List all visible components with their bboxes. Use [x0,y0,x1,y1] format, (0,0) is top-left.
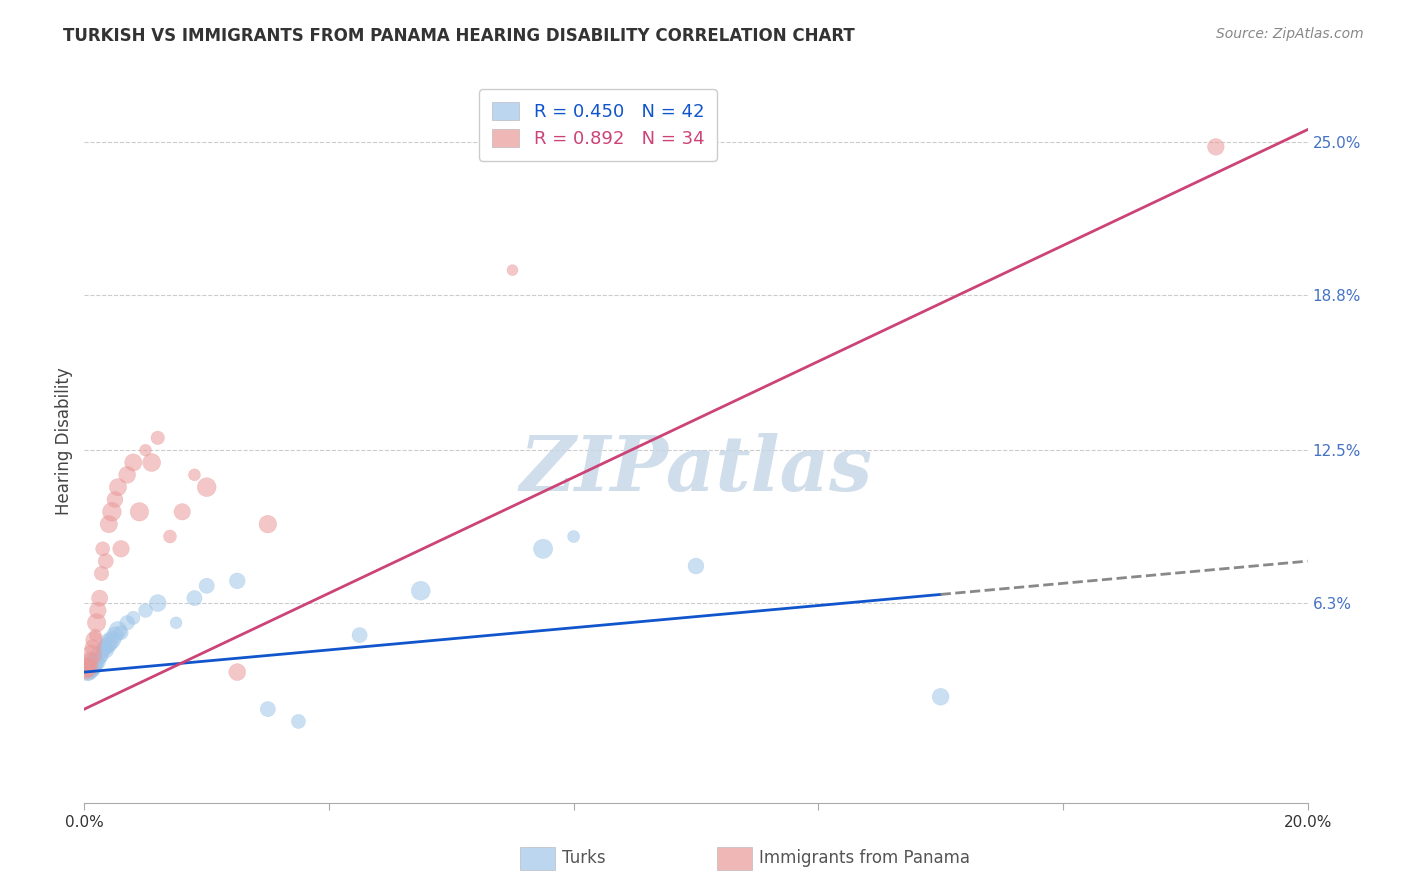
Text: Source: ZipAtlas.com: Source: ZipAtlas.com [1216,27,1364,41]
Point [172,505,194,519]
Point [89,648,111,662]
Point [128,505,150,519]
Point [146,431,169,445]
Point [146,596,169,610]
Point [257,517,280,532]
Point [77,665,100,679]
Point [685,559,707,574]
Point [101,505,124,519]
Point [84,628,107,642]
Point [183,467,205,482]
Legend: R = 0.450   N = 42, R = 0.892   N = 34: R = 0.450 N = 42, R = 0.892 N = 34 [479,89,717,161]
Point [82,657,104,672]
Point [122,611,145,625]
Point [80,648,103,662]
Point [87,603,110,617]
Point [409,583,432,598]
Point [79,663,101,677]
Point [104,492,127,507]
Point [79,657,101,672]
Point [94,643,117,657]
Point [79,653,101,667]
Text: Turks: Turks [562,849,606,867]
Text: TURKISH VS IMMIGRANTS FROM PANAMA HEARING DISABILITY CORRELATION CHART: TURKISH VS IMMIGRANTS FROM PANAMA HEARIN… [63,27,855,45]
Point [80,655,103,669]
Point [502,263,524,277]
Point [110,625,132,640]
Point [80,660,103,674]
Point [77,660,100,674]
Point [76,663,98,677]
Point [135,443,157,458]
Text: ZIPatlas: ZIPatlas [519,434,873,508]
Text: Immigrants from Panama: Immigrants from Panama [759,849,970,867]
Point [97,635,120,649]
Point [97,517,120,532]
Point [90,566,112,581]
Point [929,690,952,704]
Point [1205,140,1227,154]
Point [531,541,554,556]
Point [83,655,105,669]
Point [226,665,249,679]
Point [115,615,138,630]
Point [76,665,98,679]
Point [122,455,145,469]
Point [91,541,114,556]
Point [107,480,129,494]
Point [83,660,105,674]
Point [94,554,117,568]
Point [97,638,120,652]
Point [77,660,100,674]
Point [90,650,112,665]
Point [87,655,110,669]
Point [77,657,100,672]
Point [135,603,157,617]
Point [226,574,249,588]
Point [91,645,114,659]
Point [110,541,132,556]
Point [159,529,181,543]
Point [115,467,138,482]
Point [183,591,205,606]
Point [141,455,163,469]
Point [82,663,104,677]
Point [93,640,115,655]
Point [195,579,218,593]
Point [86,653,108,667]
Point [349,628,371,642]
Point [165,615,187,630]
Point [287,714,309,729]
Y-axis label: Hearing Disability: Hearing Disability [55,368,73,516]
Point [83,633,105,648]
Point [89,591,111,606]
Point [75,665,97,679]
Point [77,663,100,677]
Point [562,529,585,543]
Point [107,623,129,637]
Point [86,615,108,630]
Point [104,628,127,642]
Point [257,702,280,716]
Point [195,480,218,494]
Point [84,657,107,672]
Point [101,633,124,648]
Point [82,640,104,655]
